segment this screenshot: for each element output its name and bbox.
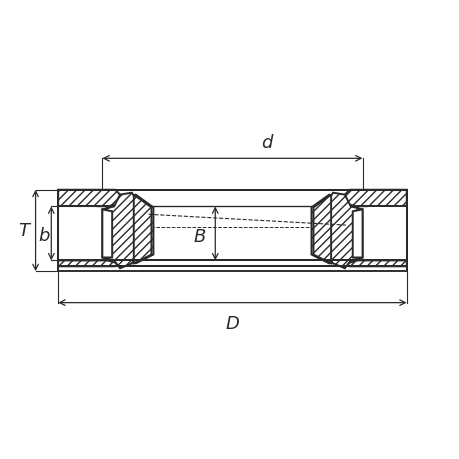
- Polygon shape: [58, 257, 125, 267]
- Polygon shape: [339, 190, 406, 207]
- Text: d: d: [261, 134, 272, 152]
- Polygon shape: [58, 207, 107, 261]
- Polygon shape: [313, 195, 330, 264]
- Text: B: B: [193, 228, 205, 246]
- Polygon shape: [134, 195, 151, 264]
- Text: b: b: [38, 227, 49, 245]
- Polygon shape: [339, 257, 406, 267]
- Polygon shape: [352, 210, 362, 258]
- Polygon shape: [311, 195, 339, 264]
- Text: T: T: [19, 222, 30, 240]
- Polygon shape: [327, 193, 362, 269]
- Polygon shape: [357, 207, 406, 261]
- Polygon shape: [102, 210, 112, 258]
- Text: D: D: [225, 315, 239, 333]
- Polygon shape: [125, 195, 153, 264]
- Polygon shape: [102, 193, 136, 269]
- Polygon shape: [58, 190, 125, 207]
